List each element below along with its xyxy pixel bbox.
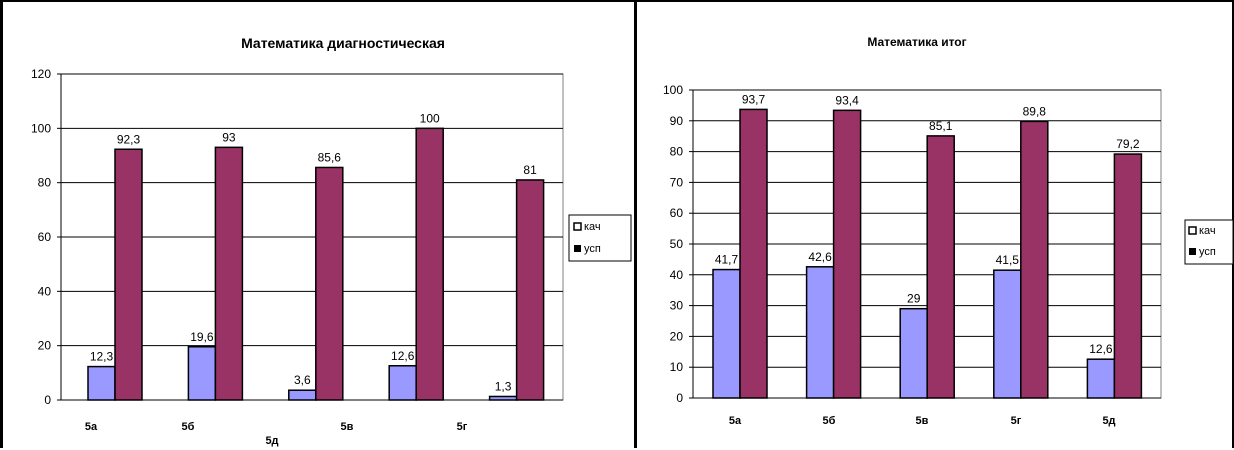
data-label: 29 — [907, 292, 921, 306]
data-label: 89,8 — [1023, 104, 1047, 118]
y-tick-label: 80 — [670, 145, 684, 159]
bar-usp-1 — [739, 108, 768, 399]
legend-swatch-usp — [574, 245, 581, 252]
x-tick-label: 5г — [1011, 415, 1022, 427]
chart-panel-diagnostic: Математика диагностическая 12,3 92,3 19,6 9… — [0, 0, 634, 448]
data-label: 19,6 — [190, 330, 214, 344]
legend-swatch-usp — [1189, 248, 1196, 255]
x-tick-label: 5д — [265, 435, 278, 447]
data-label: 85,1 — [929, 119, 953, 133]
bar-kach-5 — [488, 395, 518, 401]
x-tick-label: 5д — [1102, 415, 1115, 427]
data-label: 12,3 — [90, 350, 114, 364]
data-label: 79,2 — [1116, 137, 1140, 151]
data-label: 42,6 — [808, 250, 832, 264]
y-tick-label: 40 — [670, 268, 684, 282]
data-label: 85,6 — [318, 150, 342, 164]
data-label: 12,6 — [391, 349, 415, 363]
legend-label-kach: кач — [584, 221, 601, 233]
bar-usp-4 — [415, 127, 444, 401]
y-tick-label: 60 — [38, 230, 52, 244]
data-label: 81 — [523, 163, 537, 177]
bar-usp-2 — [214, 146, 244, 401]
bar-usp-1 — [114, 148, 143, 401]
bar-kach-1 — [712, 268, 741, 399]
y-tick-label: 0 — [676, 391, 683, 405]
bar-usp-3 — [315, 166, 344, 401]
y-tick-label: 0 — [44, 393, 51, 407]
bar-usp-4 — [1020, 120, 1049, 399]
y-tick-label: 10 — [670, 360, 684, 374]
y-tick-label: 50 — [670, 237, 684, 251]
y-tick-label: 80 — [38, 176, 52, 190]
legend-swatch-kach — [1188, 226, 1197, 235]
x-tick-label: 5б — [182, 421, 195, 433]
bar-kach-3 — [288, 389, 317, 401]
y-tick-label: 70 — [670, 175, 684, 189]
bar-kach-4 — [388, 365, 417, 401]
y-tick-label: 100 — [31, 121, 51, 135]
legend-label-usp: усп — [584, 243, 601, 255]
y-tick-label: 20 — [670, 329, 684, 343]
bar-usp-5 — [1113, 153, 1143, 399]
legend-label-usp: усп — [1199, 246, 1216, 258]
bar-usp-2 — [832, 109, 862, 399]
y-tick-label: 90 — [670, 114, 684, 128]
bar-kach-1 — [87, 365, 116, 401]
legend-swatch-kach — [573, 222, 582, 231]
data-label: 93,7 — [742, 92, 766, 106]
x-tick-label: 5а — [85, 421, 98, 433]
y-tick-label: 20 — [38, 339, 52, 353]
data-label: 3,6 — [294, 373, 311, 387]
x-tick-label: 5г — [457, 421, 468, 433]
chart-final: Математика итог 41,7 93,7 42,6 93,4 29 85,1 41… — [663, 35, 1234, 427]
data-label: 41,7 — [715, 253, 739, 267]
y-tick-label: 30 — [670, 299, 684, 313]
chart-title: Математика итог — [867, 35, 966, 49]
x-tick-label: 5а — [729, 415, 742, 427]
bar-kach-2 — [187, 346, 217, 401]
legend: кач усп — [568, 214, 632, 262]
x-tick-label: 5б — [823, 415, 836, 427]
data-label: 93,4 — [835, 93, 859, 107]
y-tick-label: 120 — [31, 67, 51, 81]
chart-title: Математика диагностическая — [241, 35, 445, 51]
chart-panel-final: Математика итог 41,7 93,7 42,6 93,4 29 85,1 41… — [634, 0, 1234, 448]
y-tick-label: 40 — [38, 284, 52, 298]
chart-diagnostic: Математика диагностическая 12,3 92,3 19,6 9… — [31, 35, 632, 447]
data-label: 1,3 — [495, 379, 512, 393]
data-label: 100 — [420, 111, 440, 125]
bar-usp-5 — [515, 179, 545, 401]
x-tick-label: 5в — [916, 415, 929, 427]
data-label: 92,3 — [117, 132, 141, 146]
bar-kach-5 — [1086, 358, 1116, 399]
bar-kach-3 — [899, 307, 928, 399]
data-label: 12,6 — [1089, 342, 1113, 356]
x-tick-label: 5в — [341, 421, 354, 433]
bar-kach-2 — [805, 266, 835, 399]
y-tick-label: 60 — [670, 206, 684, 220]
y-tick-label: 100 — [663, 83, 683, 97]
bar-kach-4 — [993, 269, 1022, 399]
bar-usp-3 — [926, 135, 955, 399]
legend-label-kach: кач — [1199, 225, 1216, 237]
data-label: 93 — [222, 130, 236, 144]
data-label: 41,5 — [996, 253, 1020, 267]
legend: кач усп — [1184, 219, 1234, 265]
